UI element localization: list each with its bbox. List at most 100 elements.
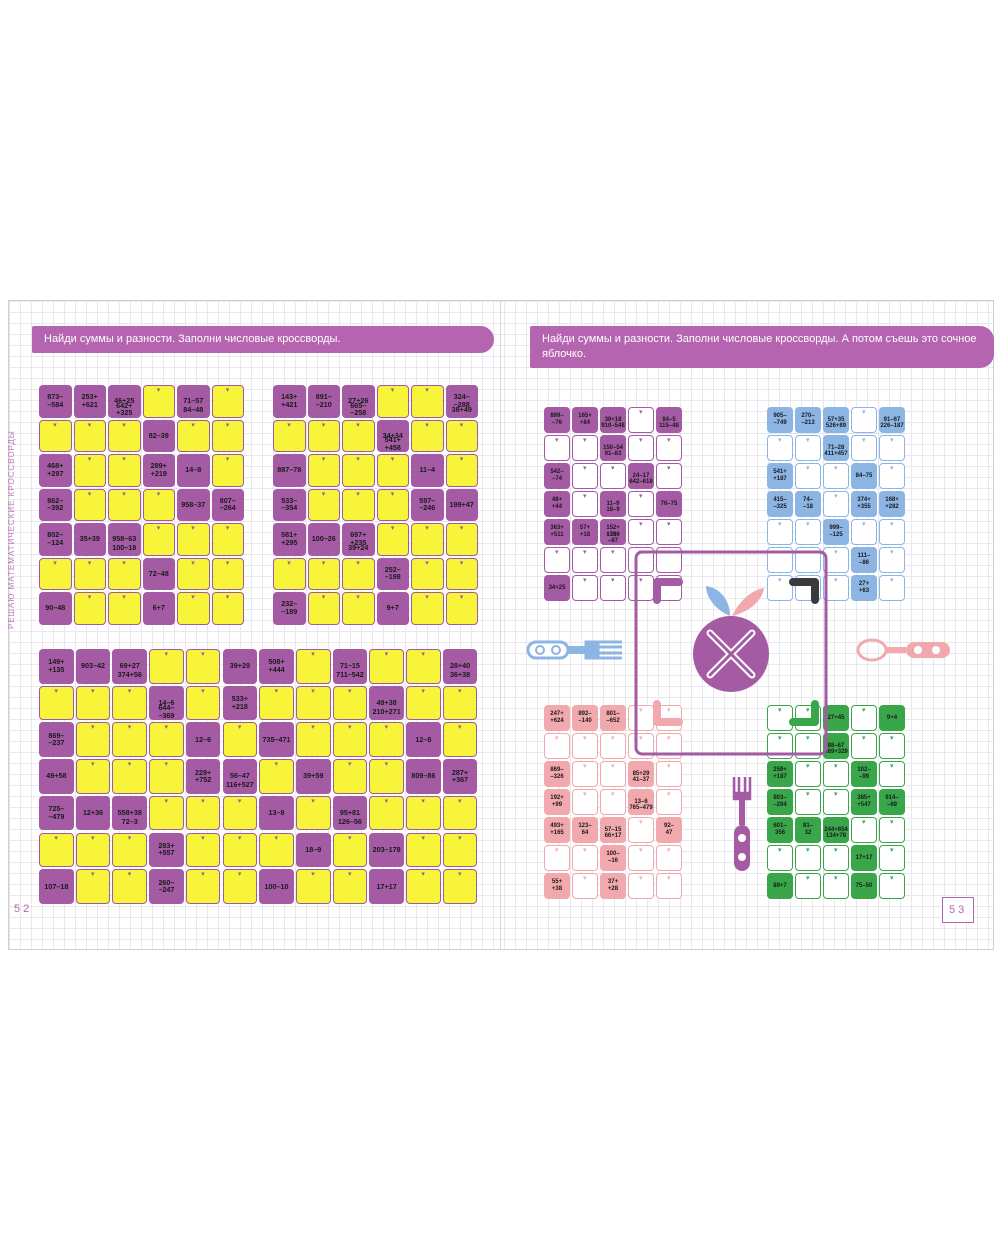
answer-cell[interactable] xyxy=(445,592,478,625)
answer-cell[interactable] xyxy=(75,832,111,868)
answer-cell[interactable] xyxy=(185,869,221,904)
answer-cell[interactable] xyxy=(259,759,294,794)
answer-cell[interactable] xyxy=(823,761,849,787)
answer-cell[interactable] xyxy=(75,685,111,721)
answer-cell[interactable] xyxy=(823,789,849,815)
answer-cell[interactable] xyxy=(795,845,821,871)
answer-cell[interactable] xyxy=(795,519,821,545)
answer-cell[interactable] xyxy=(406,795,441,831)
answer-cell[interactable] xyxy=(295,869,331,904)
answer-cell[interactable] xyxy=(73,419,106,452)
answer-cell[interactable] xyxy=(628,519,654,545)
answer-cell[interactable] xyxy=(142,488,175,521)
answer-cell[interactable] xyxy=(411,385,444,418)
answer-cell[interactable] xyxy=(307,557,340,590)
answer-cell[interactable] xyxy=(572,761,598,787)
answer-cell[interactable] xyxy=(442,685,478,721)
answer-cell[interactable] xyxy=(823,845,849,871)
answer-cell[interactable] xyxy=(544,733,570,759)
answer-cell[interactable] xyxy=(307,592,340,625)
answer-cell[interactable] xyxy=(442,795,478,831)
answer-cell[interactable] xyxy=(767,519,793,545)
answer-cell[interactable] xyxy=(295,795,331,831)
answer-cell[interactable] xyxy=(795,873,821,899)
answer-cell[interactable] xyxy=(406,685,441,721)
answer-cell[interactable] xyxy=(376,523,409,556)
answer-cell[interactable] xyxy=(211,454,244,487)
answer-cell[interactable] xyxy=(767,435,793,461)
answer-cell[interactable] xyxy=(39,557,72,590)
answer-cell[interactable] xyxy=(149,759,184,794)
answer-cell[interactable] xyxy=(307,419,340,452)
answer-cell[interactable] xyxy=(795,761,821,787)
answer-cell[interactable] xyxy=(149,649,184,684)
answer-cell[interactable] xyxy=(572,845,598,871)
answer-cell[interactable] xyxy=(600,547,626,573)
answer-cell[interactable] xyxy=(177,419,210,452)
answer-cell[interactable] xyxy=(600,761,626,787)
answer-cell[interactable] xyxy=(442,722,478,758)
answer-cell[interactable] xyxy=(879,761,905,787)
answer-cell[interactable] xyxy=(600,789,626,815)
answer-cell[interactable] xyxy=(332,722,368,758)
answer-cell[interactable] xyxy=(879,575,905,601)
answer-cell[interactable] xyxy=(108,454,141,487)
answer-cell[interactable] xyxy=(342,592,375,625)
answer-cell[interactable] xyxy=(259,832,294,868)
answer-cell[interactable] xyxy=(406,649,441,684)
answer-cell[interactable] xyxy=(295,649,331,684)
answer-cell[interactable] xyxy=(572,873,598,899)
answer-cell[interactable] xyxy=(369,722,404,758)
answer-cell[interactable] xyxy=(851,519,877,545)
answer-cell[interactable] xyxy=(656,873,682,899)
answer-cell[interactable] xyxy=(222,869,258,904)
answer-cell[interactable] xyxy=(39,832,74,868)
answer-cell[interactable] xyxy=(879,519,905,545)
answer-cell[interactable] xyxy=(795,435,821,461)
answer-cell[interactable] xyxy=(823,491,849,517)
answer-cell[interactable] xyxy=(211,385,244,418)
answer-cell[interactable] xyxy=(445,557,478,590)
answer-cell[interactable] xyxy=(369,759,404,794)
answer-cell[interactable] xyxy=(823,873,849,899)
answer-cell[interactable] xyxy=(411,557,444,590)
answer-cell[interactable] xyxy=(600,733,626,759)
answer-cell[interactable] xyxy=(600,575,626,601)
answer-cell[interactable] xyxy=(185,832,221,868)
answer-cell[interactable] xyxy=(73,557,106,590)
answer-cell[interactable] xyxy=(572,733,598,759)
answer-cell[interactable] xyxy=(628,435,654,461)
answer-cell[interactable] xyxy=(851,817,877,843)
answer-cell[interactable] xyxy=(628,873,654,899)
answer-cell[interactable] xyxy=(108,419,141,452)
answer-cell[interactable] xyxy=(879,547,905,573)
answer-cell[interactable] xyxy=(73,488,106,521)
answer-cell[interactable] xyxy=(222,722,258,758)
answer-cell[interactable] xyxy=(572,463,598,489)
answer-cell[interactable] xyxy=(342,488,375,521)
answer-cell[interactable] xyxy=(544,547,570,573)
answer-cell[interactable] xyxy=(656,789,682,815)
answer-cell[interactable] xyxy=(600,463,626,489)
answer-cell[interactable] xyxy=(342,557,375,590)
answer-cell[interactable] xyxy=(851,407,877,433)
answer-cell[interactable] xyxy=(544,435,570,461)
answer-cell[interactable] xyxy=(795,789,821,815)
answer-cell[interactable] xyxy=(211,523,244,556)
answer-cell[interactable] xyxy=(39,685,74,721)
answer-cell[interactable] xyxy=(273,419,306,452)
answer-cell[interactable] xyxy=(879,817,905,843)
answer-cell[interactable] xyxy=(411,419,444,452)
answer-cell[interactable] xyxy=(73,454,106,487)
answer-cell[interactable] xyxy=(572,547,598,573)
answer-cell[interactable] xyxy=(656,463,682,489)
answer-cell[interactable] xyxy=(222,832,258,868)
answer-cell[interactable] xyxy=(656,845,682,871)
answer-cell[interactable] xyxy=(273,557,306,590)
answer-cell[interactable] xyxy=(185,795,221,831)
answer-cell[interactable] xyxy=(295,685,331,721)
answer-cell[interactable] xyxy=(177,592,210,625)
answer-cell[interactable] xyxy=(628,817,654,843)
answer-cell[interactable] xyxy=(342,419,375,452)
answer-cell[interactable] xyxy=(851,733,877,759)
